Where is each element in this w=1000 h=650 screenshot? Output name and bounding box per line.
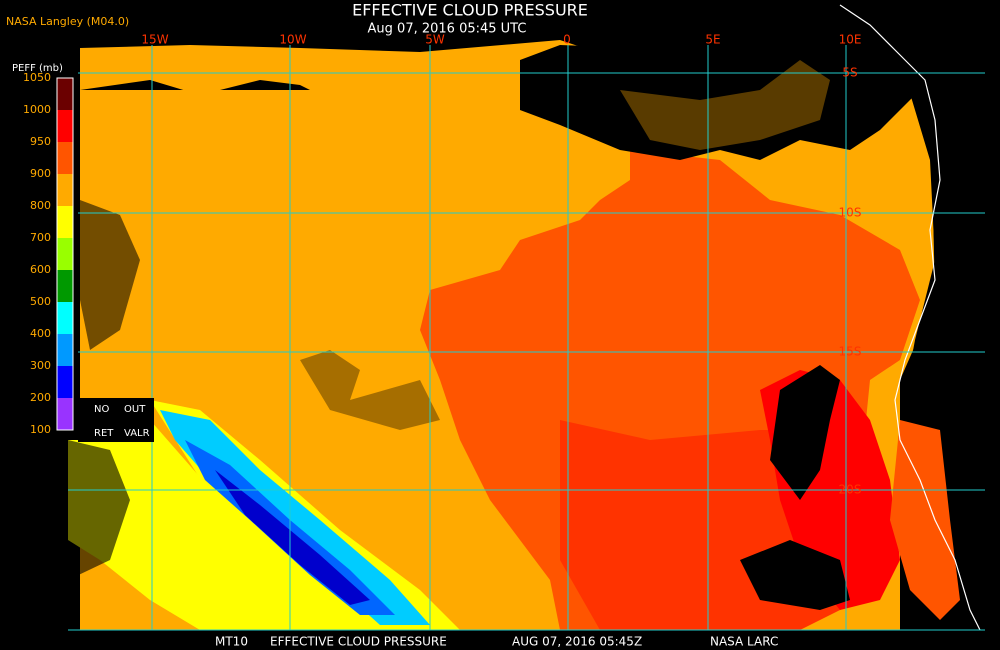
graticule [68, 45, 985, 631]
cloud-field [68, 40, 990, 630]
legend-swatch [57, 142, 73, 174]
legend-swatch [57, 270, 73, 302]
latitude-label: 15S [839, 345, 862, 359]
legend-level: 500 [30, 295, 51, 308]
longitude-labels: 15W 10W 5W 0 5E 10E [141, 33, 861, 47]
no-retrieval-text: NO [94, 404, 109, 415]
legend-level: 200 [30, 391, 51, 404]
legend-level: 1000 [23, 103, 51, 116]
legend: 1050 1000 950 900 800 700 600 500 400 300 200 100 [23, 71, 74, 436]
legend-level: 1050 [23, 71, 51, 84]
latitude-label: 5S [842, 66, 857, 80]
longitude-label: 15W [141, 33, 168, 47]
legend-label: PEFF (mb) [12, 63, 63, 74]
legend-swatch [57, 110, 73, 142]
longitude-label: 10E [839, 33, 862, 47]
coastline [839, 4, 981, 631]
latitude-label: 10S [839, 206, 862, 220]
no-retrieval-box [78, 398, 154, 442]
legend-swatch [57, 334, 73, 366]
legend-frame [56, 77, 74, 431]
longitude-label: 0 [563, 33, 571, 47]
longitude-label: 5W [425, 33, 445, 47]
footer-text: MT10 [215, 635, 248, 649]
subtitle: Aug 07, 2016 05:45 UTC [368, 22, 527, 37]
legend-level: 950 [30, 135, 51, 148]
legend-swatch [57, 206, 73, 238]
no-retrieval-text: RET [94, 428, 114, 439]
legend-swatch [57, 302, 73, 334]
legend-swatch [57, 398, 73, 430]
legend-level: 900 [30, 167, 51, 180]
footer-text: NASA LARC [710, 635, 778, 649]
latitude-label: 20S [839, 483, 862, 497]
longitude-label: 5E [705, 33, 720, 47]
title: EFFECTIVE CLOUD PRESSURE [352, 1, 588, 20]
legend-swatch [57, 238, 73, 270]
footer-text: AUG 07, 2016 05:45Z [512, 635, 642, 649]
longitude-label: 10W [279, 33, 306, 47]
no-retrieval-text: OUT [124, 404, 146, 415]
legend-level: 800 [30, 199, 51, 212]
legend-level: 100 [30, 423, 51, 436]
legend-level: 700 [30, 231, 51, 244]
legend-swatch [57, 366, 73, 398]
credit: NASA Langley (M04.0) [6, 15, 129, 28]
legend-swatch [57, 174, 73, 206]
latitude-labels: 5S 10S 15S 20S [839, 66, 862, 497]
footer-text: EFFECTIVE CLOUD PRESSURE [270, 635, 447, 649]
legend-level: 300 [30, 359, 51, 372]
legend-level: 600 [30, 263, 51, 276]
no-retrieval-text: VALR [124, 428, 150, 439]
legend-swatch [57, 78, 73, 110]
legend-level: 400 [30, 327, 51, 340]
